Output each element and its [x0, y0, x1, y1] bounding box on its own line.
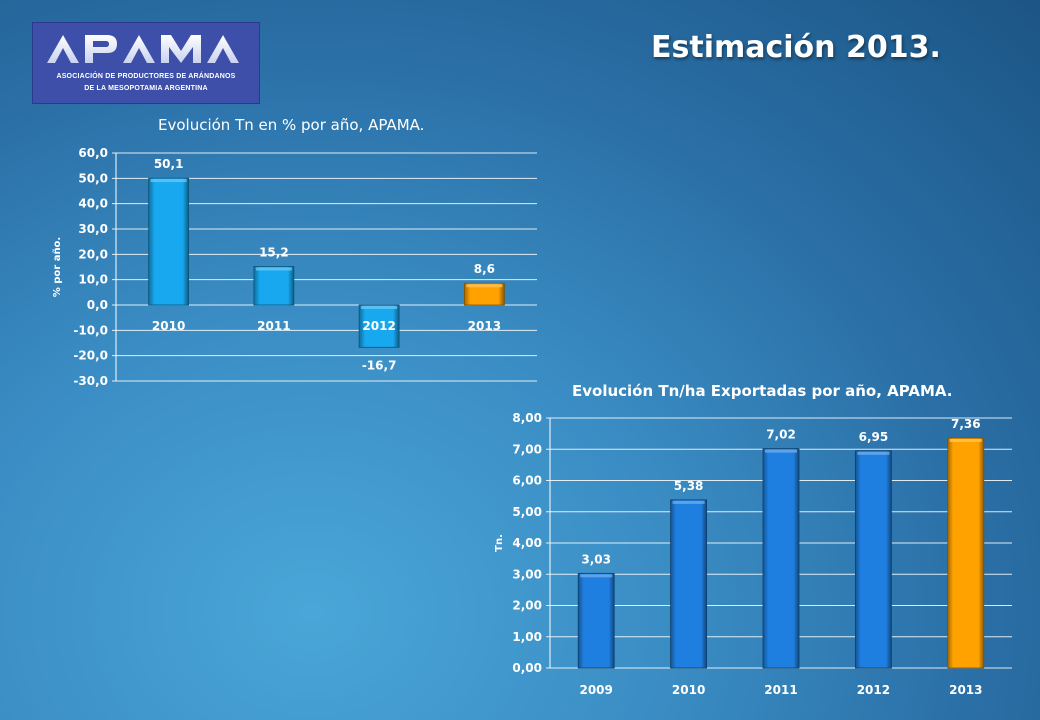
bar-2010 [148, 177, 190, 306]
value-label-2011: 15,2 [259, 245, 289, 259]
logo-line-2: DE LA MESOPOTAMIA ARGENTINA [84, 85, 208, 92]
value-label-2013: 7,36 [951, 417, 981, 431]
y-tick-label: -10,0 [73, 323, 108, 337]
y-axis-label: Tn. [494, 534, 505, 552]
y-tick-label: 3,00 [512, 567, 542, 581]
y-tick-label: 8,00 [512, 411, 542, 425]
value-label-2012: -16,7 [362, 358, 397, 372]
y-tick-label: 0,0 [87, 298, 108, 312]
bar-2011-highlight [255, 267, 292, 271]
apama-logo: ASOCIACIÓN DE PRODUCTORES DE ARÁNDANOS D… [32, 22, 260, 104]
value-label-2012: 6,95 [859, 430, 889, 444]
category-label-2009: 2009 [579, 683, 612, 697]
bar-2010-highlight [672, 500, 705, 504]
category-label-2010: 2010 [672, 683, 705, 697]
y-tick-label: 10,0 [78, 273, 108, 287]
bar-2013-highlight [949, 439, 982, 442]
bar-2009 [577, 572, 615, 669]
value-label-2009: 3,03 [581, 552, 611, 566]
bar-2011 [762, 448, 800, 669]
y-tick-label: 5,00 [512, 505, 542, 519]
y-tick-label: -20,0 [73, 349, 108, 363]
value-label-2010: 50,1 [154, 157, 184, 171]
category-label-2013: 2013 [468, 319, 501, 333]
category-label-2011: 2011 [764, 683, 797, 697]
page-title: Estimación 2013. [651, 30, 941, 65]
y-tick-label: 6,00 [512, 474, 542, 488]
value-label-2013: 8,6 [474, 262, 495, 276]
bar-2011 [253, 266, 295, 306]
chart-1-title: Evolución Tn en % por año, APAMA. [158, 116, 425, 134]
y-tick-label: 60,0 [78, 146, 108, 160]
logo-line-1: ASOCIACIÓN DE PRODUCTORES DE ARÁNDANOS [56, 73, 236, 80]
category-label-2013: 2013 [949, 683, 982, 697]
y-tick-label: 30,0 [78, 222, 108, 236]
chart-2-title: Evolución Tn/ha Exportadas por año, APAM… [572, 382, 953, 400]
y-tick-label: 4,00 [512, 536, 542, 550]
bar-2010 [670, 499, 708, 669]
bar-2013 [947, 437, 985, 669]
y-tick-label: 40,0 [78, 197, 108, 211]
y-tick-label: -30,0 [73, 374, 108, 388]
category-label-2010: 2010 [152, 319, 185, 333]
y-tick-label: 2,00 [512, 599, 542, 613]
bar-2012-highlight [361, 306, 398, 309]
bar-2010-highlight [150, 179, 187, 183]
apama-wordmark [47, 35, 239, 63]
value-label-2010: 5,38 [674, 479, 704, 493]
bar-2012 [854, 450, 892, 669]
y-tick-label: 1,00 [512, 630, 542, 644]
y-tick-label: 0,00 [512, 661, 542, 675]
value-label-2011: 7,02 [766, 428, 796, 442]
bar-2009-highlight [580, 574, 613, 578]
bar-2012-highlight [857, 451, 890, 455]
y-tick-label: 50,0 [78, 171, 108, 185]
y-axis-label: % por año. [52, 237, 63, 297]
category-label-2011: 2011 [257, 319, 290, 333]
bar-2013-highlight [466, 284, 503, 288]
category-label-2012: 2012 [362, 319, 395, 333]
y-tick-label: 20,0 [78, 247, 108, 261]
category-label-2012: 2012 [857, 683, 890, 697]
bar-2011-highlight [764, 449, 798, 453]
bar-2013 [463, 282, 505, 306]
y-tick-label: 7,00 [512, 442, 542, 456]
bar-2012 [358, 304, 400, 348]
